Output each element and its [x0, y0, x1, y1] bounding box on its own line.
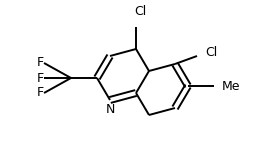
Text: Cl: Cl [134, 5, 146, 18]
Text: F: F [37, 87, 44, 99]
Text: Cl: Cl [205, 45, 217, 58]
Text: F: F [37, 72, 44, 84]
Text: N: N [105, 103, 115, 116]
Text: F: F [37, 57, 44, 69]
Text: Me: Me [222, 80, 241, 93]
